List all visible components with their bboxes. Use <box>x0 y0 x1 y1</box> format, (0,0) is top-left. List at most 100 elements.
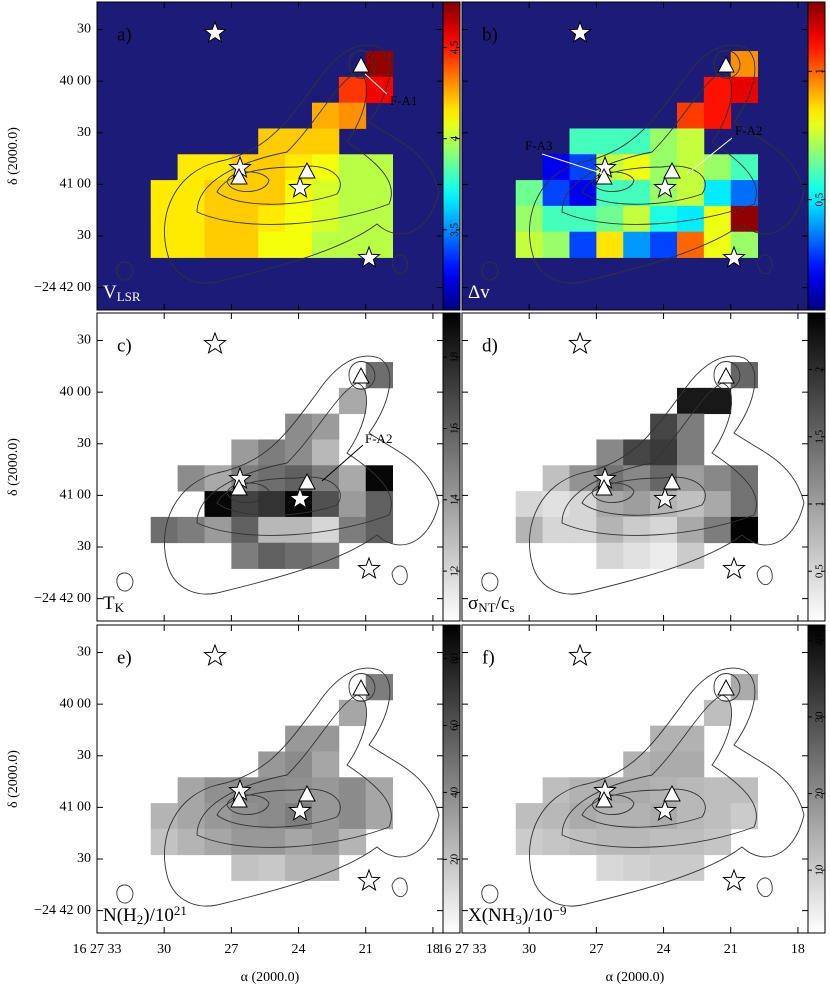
map-pixel <box>596 828 624 856</box>
map-pixel <box>703 491 732 518</box>
colorbar-tick-label: 1 <box>814 501 826 507</box>
map-pixel <box>258 205 286 233</box>
map-pixel <box>231 828 259 856</box>
map-pixel <box>650 205 678 233</box>
contour <box>561 71 757 225</box>
contour <box>348 50 376 79</box>
map-pixel <box>365 491 394 518</box>
map-pixel <box>285 205 313 233</box>
star-marker <box>203 643 227 667</box>
map-pixel <box>285 516 313 544</box>
y-tick-label: 30 <box>77 851 91 866</box>
map-pixel <box>258 439 286 466</box>
map-pixel <box>177 777 205 804</box>
map-pixel <box>542 828 570 856</box>
x-axis-label: α (2000.0) <box>241 970 300 985</box>
map-pixel <box>676 803 705 830</box>
y-tick-label: 30 <box>77 333 91 348</box>
annotation-leader <box>541 153 605 175</box>
map-pixel <box>204 231 232 258</box>
map-pixel <box>338 777 367 804</box>
quantity-label: TK <box>103 593 125 615</box>
x-tick-label: 18 <box>791 942 805 957</box>
panel-label: e) <box>117 647 132 668</box>
map-pixel <box>596 854 624 881</box>
colorbar-tick-label: 4 <box>449 135 461 141</box>
annotation: F-A3 <box>525 138 552 153</box>
map-pixel <box>596 439 624 466</box>
map-pixel <box>258 491 286 518</box>
contours <box>116 355 440 595</box>
map-pixel <box>177 205 205 233</box>
colorbar <box>807 312 826 622</box>
map-pixel <box>285 751 313 778</box>
map-pixel <box>285 725 313 752</box>
annotation: F-A1 <box>390 93 417 108</box>
map-pixel <box>623 491 651 518</box>
star-marker <box>653 175 677 199</box>
map <box>150 674 394 881</box>
contour <box>196 71 392 225</box>
contour <box>116 884 134 904</box>
contours <box>116 44 440 284</box>
colorbar <box>807 1 826 311</box>
map-pixel <box>703 76 732 104</box>
map-pixel <box>542 777 570 804</box>
panel: 0.5 1 b) Δv F-A3 F-A2 <box>461 1 826 311</box>
map-pixel <box>703 516 732 544</box>
map-pixel <box>231 439 259 466</box>
map-pixel <box>338 387 367 415</box>
y-tick-label: 30 <box>77 125 91 140</box>
map-pixel <box>338 828 367 856</box>
map-pixel <box>285 439 313 466</box>
map-pixel <box>730 205 759 233</box>
map-pixel <box>150 803 179 830</box>
map-pixel <box>676 180 705 207</box>
y-tick-label: 30 <box>77 539 91 554</box>
map-pixel <box>285 854 313 881</box>
triangle-marker <box>717 678 735 696</box>
x-tick-label: 24 <box>292 942 306 957</box>
x-tick-label: 21 <box>359 942 373 957</box>
map-pixel <box>730 674 759 701</box>
contour <box>481 884 499 904</box>
y-tick-label: 30 <box>77 228 91 243</box>
x-tick-label: 16 27 33 <box>73 942 122 957</box>
contour <box>164 44 440 284</box>
quantity-label: Δv <box>468 282 490 303</box>
contour <box>481 261 499 281</box>
star-marker <box>653 798 677 822</box>
triangle-marker <box>298 472 316 490</box>
map-pixel <box>365 674 394 701</box>
map-pixel <box>569 128 597 155</box>
quantity-part: 21 <box>174 903 187 918</box>
map-pixel <box>177 516 205 544</box>
colorbar-tick-label: 2 <box>814 367 826 373</box>
x-tick-label: 24 <box>657 942 671 957</box>
map-pixel <box>730 180 759 207</box>
map-pixel <box>311 439 340 466</box>
triangle-marker <box>595 167 613 185</box>
y-tick-label: 41 00 <box>60 488 92 503</box>
triangle-marker <box>663 784 681 802</box>
annotation: F-A2 <box>365 431 392 446</box>
star-marker <box>288 486 312 510</box>
triangle-marker <box>352 366 370 384</box>
star-marker <box>357 556 381 580</box>
triangle-marker <box>595 790 613 808</box>
map-pixel <box>542 231 570 258</box>
map-pixel <box>258 854 286 881</box>
map-pixel <box>311 128 340 155</box>
map-pixel <box>676 413 705 440</box>
map-pixel <box>730 491 759 518</box>
map-pixel <box>365 516 394 544</box>
map-pixel <box>676 751 705 778</box>
colorbar-tick-label: 18 <box>449 351 461 363</box>
map-pixel <box>231 231 259 258</box>
map-pixel <box>703 102 732 129</box>
contours <box>481 44 805 284</box>
map-pixel <box>338 231 367 258</box>
annotation-leader <box>686 137 733 175</box>
map-pixel <box>542 205 570 233</box>
x-tick-label: 27 <box>224 942 238 957</box>
